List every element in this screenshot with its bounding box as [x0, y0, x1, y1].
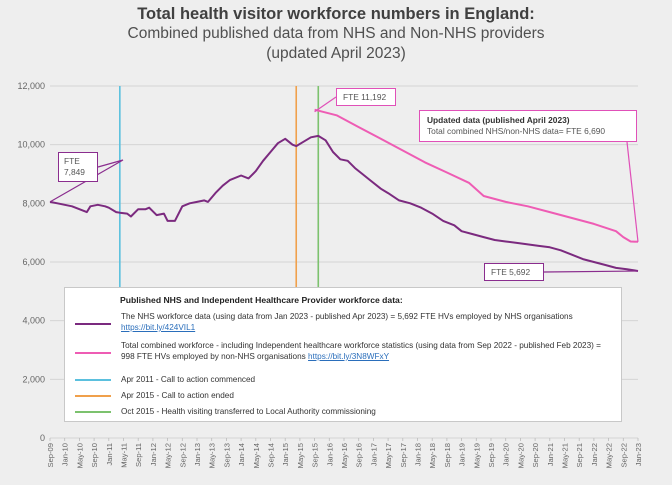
x-tick-label: Sep-13 [222, 443, 231, 468]
y-tick-label: 6,000 [22, 257, 45, 267]
legend-text-nhs: The NHS workforce data (using data from … [121, 312, 573, 321]
x-tick-label: Sep-12 [178, 443, 187, 468]
updated-data-title: Updated data (published April 2023) [427, 115, 570, 125]
legend-text-apr2015: Apr 2015 - Call to action ended [121, 391, 234, 400]
x-tick-label: May-12 [164, 443, 173, 468]
x-tick-label: May-11 [120, 443, 129, 468]
legend-link-combined[interactable]: https://bit.ly/3N8WFxY [308, 352, 390, 361]
title-block: Total health visitor workforce numbers i… [0, 4, 672, 64]
legend-swatch-oct2015 [75, 411, 111, 413]
x-tick-label: May-19 [472, 443, 481, 468]
fte-end-label: FTE 5,692 [491, 267, 531, 277]
x-tick-label: Sep-17 [399, 443, 408, 468]
x-tick-label: Jan-14 [237, 443, 246, 466]
x-tick-label: May-16 [340, 443, 349, 468]
connector-updated [626, 141, 639, 242]
updated-data-text: Total combined NHS/non-NHS data= FTE 6,6… [427, 126, 606, 136]
y-tick-label: 2,000 [22, 374, 45, 384]
legend-title: Published NHS and Independent Healthcare… [120, 295, 403, 305]
x-tick-label: Jan-20 [502, 443, 511, 466]
x-tick-label: May-21 [561, 443, 570, 468]
x-tick-label: Sep-10 [90, 443, 99, 468]
x-tick-label: May-15 [296, 443, 305, 468]
x-tick-label: Sep-21 [575, 443, 584, 468]
x-tick-label: Jan-11 [105, 443, 114, 466]
y-tick-label: 4,000 [22, 316, 45, 326]
legend-text-oct2015: Oct 2015 - Health visiting transferred t… [121, 407, 376, 416]
x-tick-label: Jan-23 [634, 443, 643, 466]
event-lines [119, 86, 320, 288]
callout-connectors [49, 96, 639, 273]
x-tick-label: Jan-17 [369, 443, 378, 466]
x-tick-label: May-13 [208, 443, 217, 468]
x-tick-label: May-14 [252, 443, 261, 468]
connector-fte-start [49, 159, 124, 203]
x-tick-label: Sep-19 [487, 443, 496, 468]
fte-start-value: 7,849 [64, 167, 85, 177]
fte-start-label: FTE [64, 156, 80, 166]
series-line-nhs [49, 134, 639, 272]
legend-swatch-apr2011 [75, 379, 111, 381]
x-tick-label: Jan-16 [325, 443, 334, 466]
x-tick-label: Jan-18 [414, 443, 423, 466]
y-axis-ticks: 0 2,000 4,000 6,000 8,000 10,000 12,000 [17, 81, 45, 443]
x-tick-label: Jan-21 [546, 443, 555, 466]
x-tick-label: May-20 [516, 443, 525, 468]
x-tick-label: May-17 [384, 443, 393, 468]
x-tick-label: May-22 [605, 443, 614, 468]
x-tick-label: Sep-20 [531, 443, 540, 468]
fte-end-callout: FTE 5,692 [484, 263, 544, 281]
x-tick-label: Sep-16 [355, 443, 364, 468]
x-tick-label: May-18 [428, 443, 437, 468]
legend: Published NHS and Independent Healthcare… [64, 287, 622, 422]
chart-subtitle-line2: (updated April 2023) [266, 45, 406, 62]
series-lines [49, 108, 639, 272]
x-tick-label: Sep-14 [267, 443, 276, 468]
x-tick-label: Sep-15 [311, 443, 320, 468]
series-line-combined [314, 108, 639, 243]
connector-fte-end [543, 270, 639, 273]
legend-swatch-nhs [75, 323, 111, 325]
x-tick-label: Jan-13 [193, 443, 202, 466]
legend-swatch-combined [75, 352, 111, 354]
x-tick-label: Jan-19 [458, 443, 467, 466]
updated-data-callout: Updated data (published April 2023) Tota… [419, 110, 637, 142]
legend-link-nhs[interactable]: https://bit.ly/424VIL1 [121, 323, 196, 332]
y-tick-label: 8,000 [22, 198, 45, 208]
y-tick-label: 10,000 [17, 140, 45, 150]
chart-title: Total health visitor workforce numbers i… [137, 5, 535, 23]
chart-subtitle-line1: Combined published data from NHS and Non… [127, 25, 545, 42]
legend-text-apr2011: Apr 2011 - Call to action commenced [121, 375, 256, 384]
x-tick-label: May-10 [75, 443, 84, 468]
x-tick-label: Sep-18 [443, 443, 452, 468]
x-tick-label: Jan-22 [590, 443, 599, 466]
x-axis-ticks: Sep-09 Jan-10 May-10 Sep-10 Jan-11 May-11 Sep-… [46, 438, 643, 468]
fte-peak-callout: FTE 11,192 [336, 88, 396, 106]
connector-fte-peak [314, 96, 337, 113]
x-tick-label: Jan-15 [281, 443, 290, 466]
x-tick-label: Sep-22 [619, 443, 628, 468]
fte-peak-label: FTE 11,192 [343, 92, 387, 102]
x-tick-label: Jan-10 [61, 443, 70, 466]
x-tick-label: Jan-12 [149, 443, 158, 466]
fte-start-callout: FTE 7,849 [58, 152, 98, 182]
legend-text-combined: Total combined workforce - including Ind… [121, 341, 601, 361]
y-tick-label: 12,000 [17, 81, 45, 91]
x-tick-label: Sep-11 [134, 443, 143, 467]
legend-swatch-apr2015 [75, 395, 111, 397]
x-tick-label: Sep-09 [46, 443, 55, 468]
y-tick-label: 0 [40, 433, 45, 443]
